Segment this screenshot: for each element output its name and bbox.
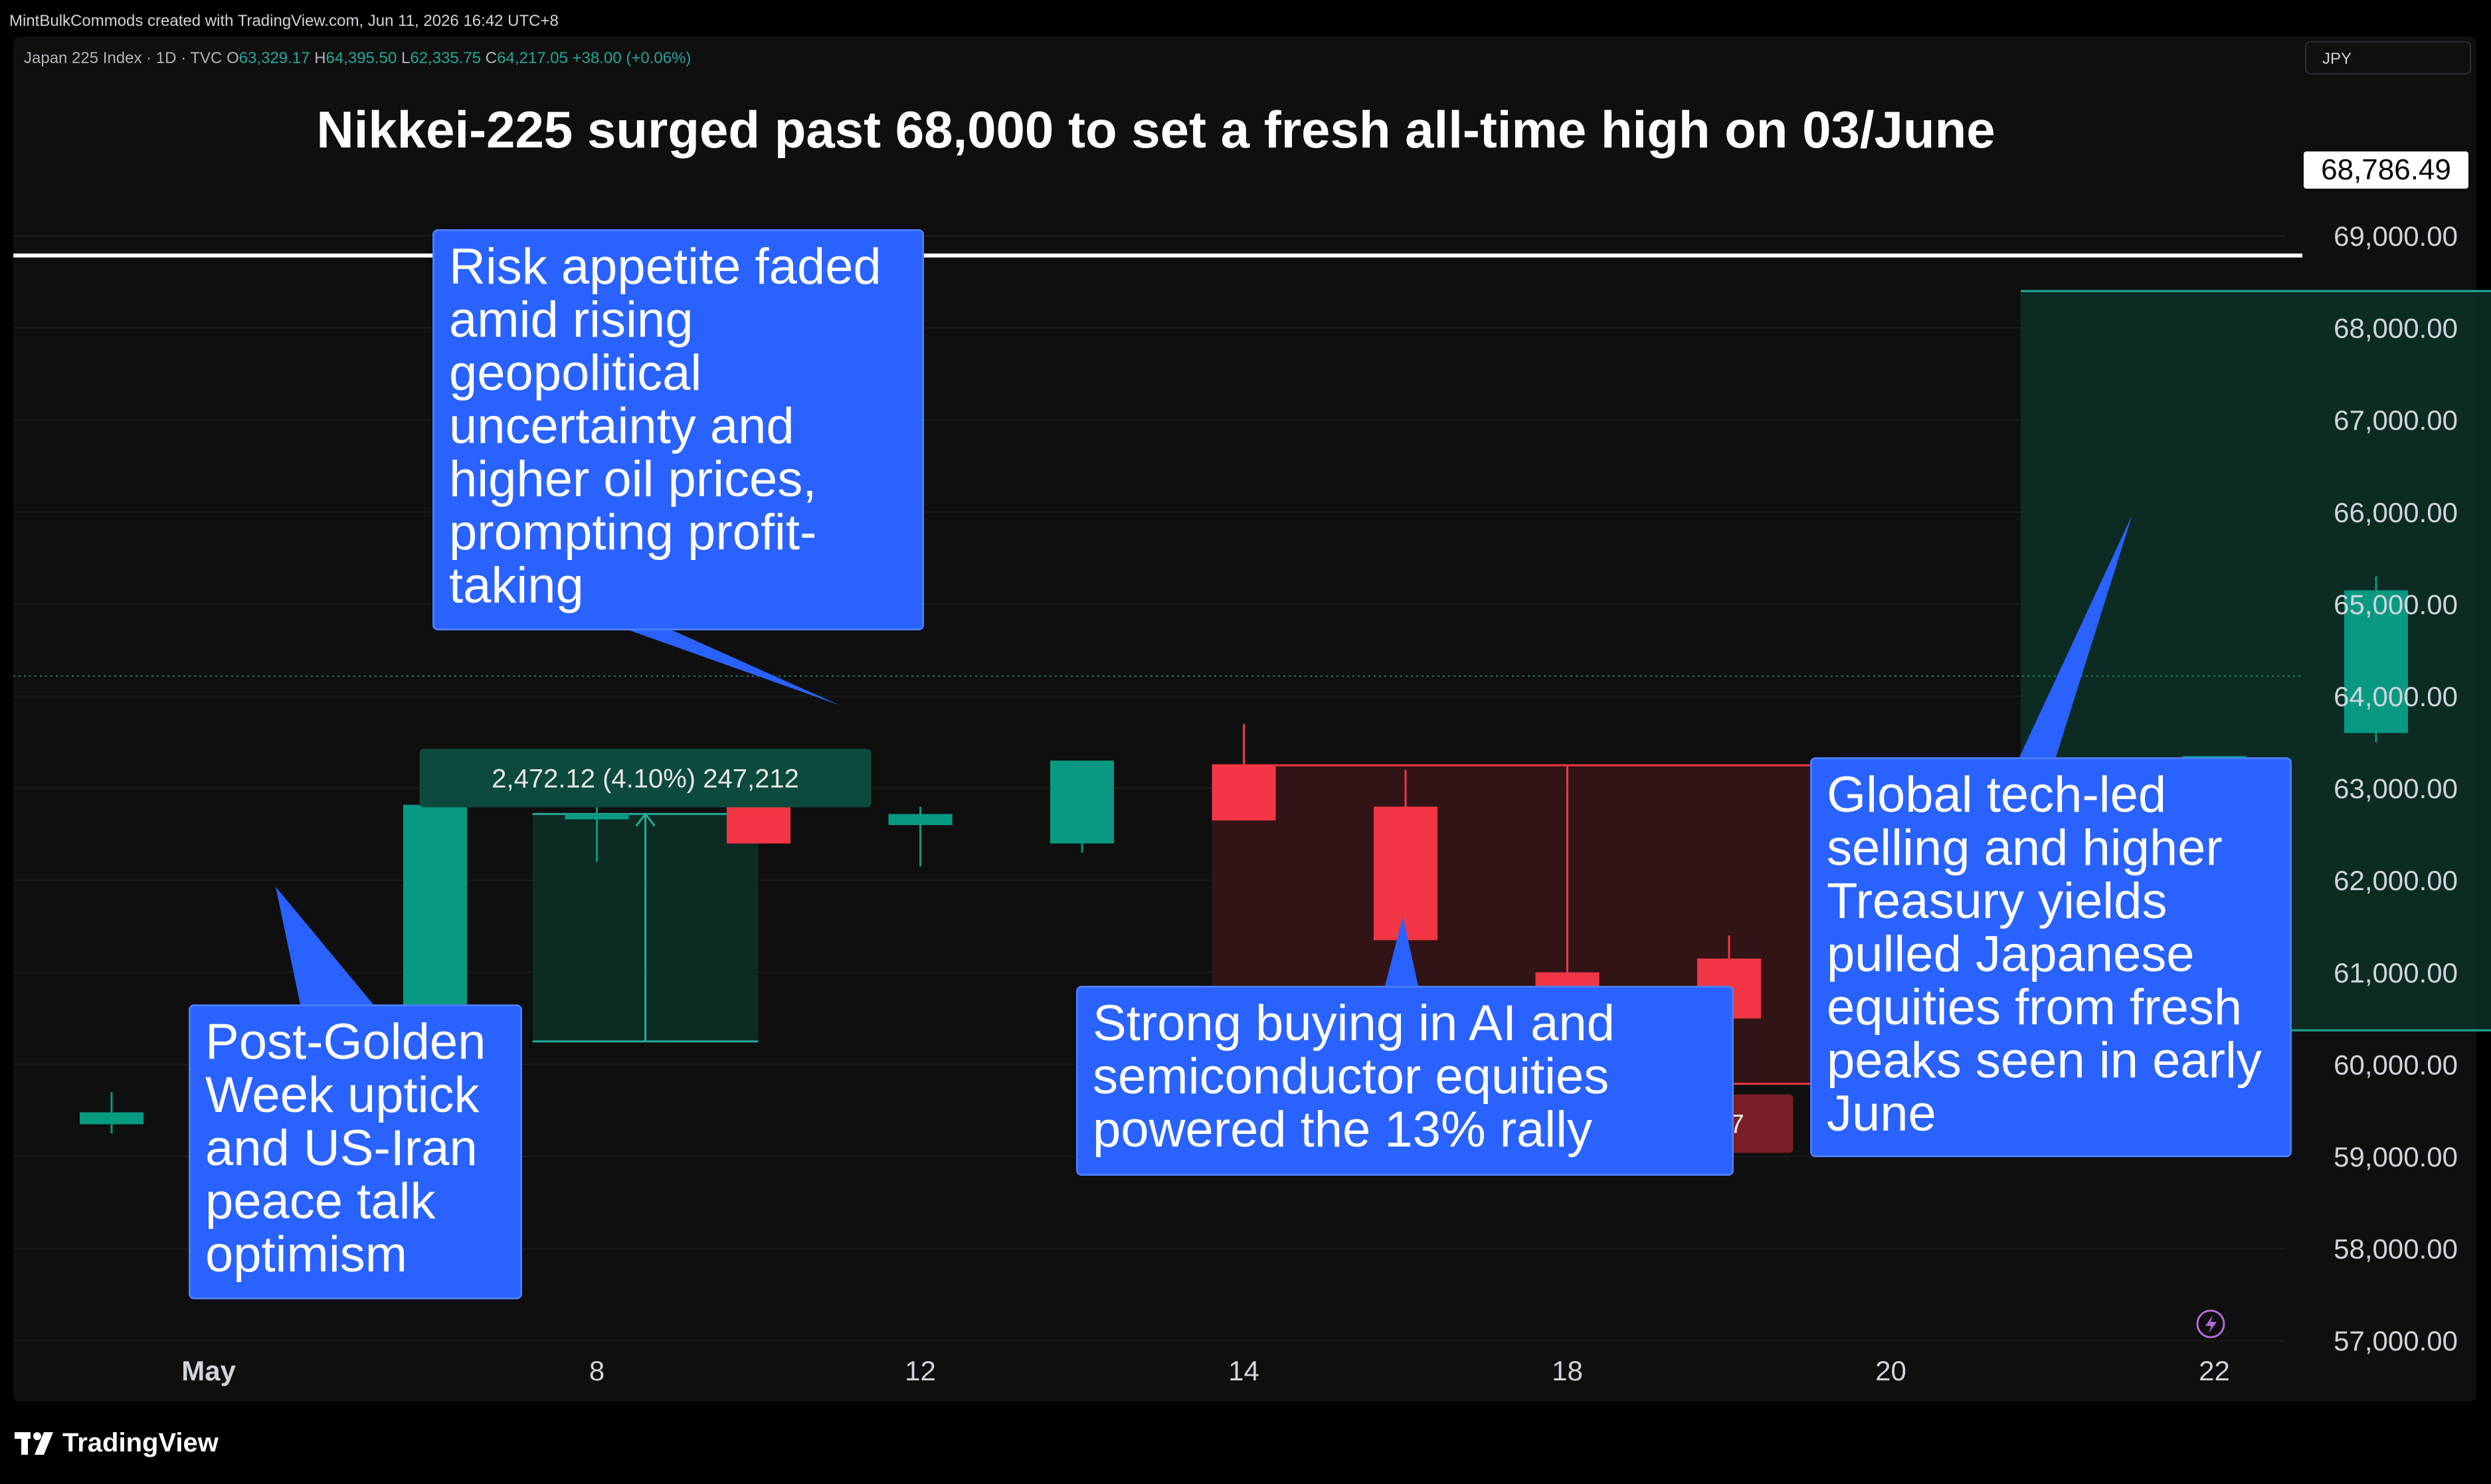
attribution: MintBulkCommods created with TradingView… xyxy=(9,12,559,30)
chart-title: Nikkei-225 surged past 68,000 to set a f… xyxy=(316,100,1995,159)
candle-body xyxy=(565,814,629,820)
y-tick-label: 64,000.00 xyxy=(2334,681,2458,712)
y-tick-label: 58,000.00 xyxy=(2334,1234,2458,1265)
y-tick-label: 57,000.00 xyxy=(2334,1325,2458,1356)
pointer-risk-appetite xyxy=(628,630,840,705)
y-tick-label: 68,000.00 xyxy=(2334,313,2458,344)
x-tick-label: 8 xyxy=(589,1355,604,1386)
tradingview-logo[interactable]: TradingView xyxy=(15,1428,219,1458)
candle-body xyxy=(80,1112,143,1125)
pointer-global-tech xyxy=(2019,515,2132,757)
candle-body xyxy=(403,804,467,1042)
x-tick-label: May xyxy=(181,1355,236,1386)
measure-label: 2,472.12 (4.10%) 247,212 xyxy=(492,764,799,793)
pointer-strong-buying xyxy=(1385,917,1418,986)
candle-body xyxy=(1374,806,1437,941)
ohlc-low: 62,335.75 xyxy=(410,49,482,67)
ohlc-low-label: L xyxy=(401,49,411,67)
candle-body xyxy=(888,814,953,826)
x-tick-label: 20 xyxy=(1875,1355,1906,1386)
candle-body xyxy=(2344,590,2408,733)
ohlc-close: 64,217.05 xyxy=(497,49,568,67)
x-tick-label: 12 xyxy=(905,1355,936,1386)
measure-label-box xyxy=(419,749,872,808)
currency-selector[interactable]: JPY xyxy=(2305,41,2471,74)
ohlc-open-label: O xyxy=(227,49,239,67)
measure-arrow-head xyxy=(635,812,656,827)
brand-name: TradingView xyxy=(62,1428,219,1457)
y-tick-label: 61,000.00 xyxy=(2334,957,2458,988)
pointer-post-golden xyxy=(276,887,373,1004)
ohlc-high-label: H xyxy=(314,49,326,67)
symbol-legend: Japan 225 Index · 1D · TVC O63,329.17 H6… xyxy=(24,49,691,68)
callout-risk-appetite: Risk appetite faded amid rising geopolit… xyxy=(432,229,924,630)
candle-body xyxy=(1212,765,1276,821)
callout-post-golden-week: Post-Golden Week uptick and US-Iran peac… xyxy=(189,1004,522,1299)
ohlc-open: 63,329.17 xyxy=(238,49,310,67)
y-tick-label: 59,000.00 xyxy=(2334,1141,2458,1172)
callout-strong-buying: Strong buying in AI and semiconductor eq… xyxy=(1076,986,1734,1176)
ohlc-change: +38.00 (+0.06%) xyxy=(572,49,692,67)
y-tick-label: 67,000.00 xyxy=(2334,405,2458,436)
y-tick-label: 69,000.00 xyxy=(2334,221,2458,252)
tradingview-logo-icon xyxy=(15,1432,53,1455)
ohlc-high: 64,395.50 xyxy=(325,49,397,67)
x-tick-label: 22 xyxy=(2199,1355,2230,1386)
x-tick-label: 18 xyxy=(1552,1355,1583,1386)
y-tick-label: 60,000.00 xyxy=(2334,1049,2458,1080)
lightning-bolt-icon xyxy=(2205,1315,2217,1333)
y-tick-label: 62,000.00 xyxy=(2334,865,2458,896)
candle-body xyxy=(1050,761,1114,844)
x-tick-label: 14 xyxy=(1228,1355,1259,1386)
last-price-label: 68,786.49 xyxy=(2304,151,2468,189)
lightning-icon xyxy=(2196,1309,2225,1339)
y-tick-label: 63,000.00 xyxy=(2334,773,2458,804)
callout-global-tech: Global tech-led selling and higher Treas… xyxy=(1810,757,2292,1157)
symbol-name[interactable]: Japan 225 Index · 1D · TVC xyxy=(24,49,223,67)
y-tick-label: 66,000.00 xyxy=(2334,497,2458,528)
y-tick-label: 65,000.00 xyxy=(2334,589,2458,620)
ohlc-close-label: C xyxy=(485,49,498,67)
